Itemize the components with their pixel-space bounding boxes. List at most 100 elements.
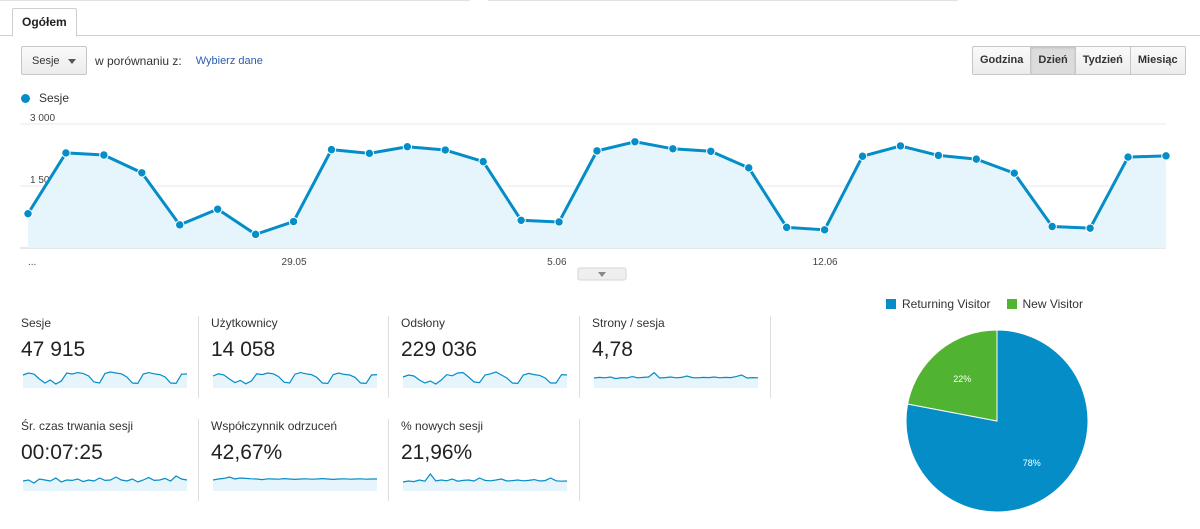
data-point[interactable]: [819, 225, 830, 235]
metric-sparkline: [593, 371, 759, 388]
data-point[interactable]: [1161, 151, 1171, 161]
caret-down-icon: [68, 59, 76, 64]
returning-visitor-swatch-icon: [886, 299, 896, 309]
x-tick-label: 29.05: [282, 257, 307, 268]
pie-slice[interactable]: [907, 329, 998, 422]
metric-card[interactable]: Strony / sesja 4,78: [592, 312, 772, 398]
data-point[interactable]: [744, 163, 754, 173]
sparkline-area: [23, 372, 187, 388]
pie-slice-label: 78%: [1023, 458, 1041, 468]
data-point[interactable]: [478, 156, 488, 167]
compare-label: w porównaniu z:: [95, 53, 182, 68]
data-point[interactable]: [971, 154, 982, 164]
data-point[interactable]: [1047, 221, 1057, 232]
metric-sparkline: [212, 476, 377, 491]
metric-value: 42,67%: [211, 441, 283, 464]
sparkline-area: [213, 372, 377, 388]
metric-value: 229 036: [401, 338, 477, 361]
data-point[interactable]: [554, 217, 564, 227]
sparkline-line: [22, 475, 188, 484]
data-point[interactable]: [326, 144, 337, 155]
data-point[interactable]: [933, 150, 944, 161]
metric-label: Sesje: [21, 316, 52, 330]
period-month-button[interactable]: Miesiąc: [1129, 47, 1185, 74]
chart-legend: Sesje: [21, 91, 69, 105]
metric-value: 21,96%: [401, 441, 473, 464]
metric-value: 14 058: [211, 338, 276, 361]
sparkline-area: [213, 477, 377, 491]
data-point[interactable]: [516, 215, 526, 226]
data-point[interactable]: [1085, 223, 1095, 233]
metric-label: Strony / sesja: [592, 316, 665, 330]
data-point[interactable]: [668, 144, 678, 154]
x-tick-label: 12.06: [813, 257, 838, 268]
period-week-button[interactable]: Tydzień: [1074, 47, 1130, 74]
data-point[interactable]: [630, 137, 640, 147]
tab-bar: Ogółem: [0, 0, 1200, 37]
data-point[interactable]: [175, 220, 185, 230]
metric-sparkline: [212, 371, 378, 388]
data-point[interactable]: [440, 145, 450, 155]
legend-returning-visitor: Returning Visitor: [902, 297, 991, 311]
data-point[interactable]: [706, 146, 716, 156]
data-point[interactable]: [1123, 152, 1133, 162]
metric-card[interactable]: Odsłony 229 036: [401, 312, 581, 398]
metric-label: Współczynnik odrzuceń: [211, 419, 338, 433]
pie-slice[interactable]: [905, 329, 1089, 513]
series-area: [28, 141, 1166, 248]
metric-separator: [388, 316, 389, 398]
data-point[interactable]: [250, 229, 261, 240]
metric-sparkline: [22, 475, 188, 491]
metric-controls: Sesje w porównaniu z: Wybierz dane: [21, 46, 263, 75]
metric-separator: [579, 316, 580, 398]
x-tick-label: ...: [28, 257, 36, 268]
sparkline-line: [22, 371, 188, 385]
data-point[interactable]: [781, 222, 792, 233]
sessions-chart: 3 000 1 500... 29.05 5.06 12.06: [20, 113, 1171, 281]
metric-card[interactable]: Użytkownicy 14 058: [211, 312, 391, 398]
data-point[interactable]: [61, 148, 71, 158]
metric-label: Użytkownicy: [211, 316, 278, 330]
data-point[interactable]: [857, 151, 868, 161]
x-tick-label: 5.06: [547, 257, 567, 268]
legend-series-name: Sesje: [39, 91, 70, 105]
data-point[interactable]: [1009, 168, 1019, 178]
sparkline-line: [402, 371, 568, 385]
period-day-button[interactable]: Dzień: [1030, 47, 1075, 74]
metric-card[interactable]: Śr. czas trwania sesji 00:07:25: [21, 415, 201, 501]
pie-legend: Returning Visitor New Visitor: [886, 297, 1083, 311]
data-point[interactable]: [99, 150, 109, 160]
metric-dropdown-label: Sesje: [32, 54, 60, 67]
data-point[interactable]: [895, 141, 906, 151]
metric-value: 47 915: [21, 338, 86, 361]
y-tick-label: 1 500: [30, 175, 55, 186]
sparkline-area: [594, 372, 758, 388]
visitor-type-pie-chart: 78% 22%: [905, 329, 1089, 513]
data-point[interactable]: [364, 148, 375, 159]
new-visitor-swatch-icon: [1006, 299, 1017, 309]
tab-overview[interactable]: Ogółem: [12, 8, 77, 37]
tab-bar-top-line: [488, 0, 958, 1]
metric-value: 4,78: [592, 338, 633, 361]
metric-separator: [579, 419, 580, 501]
data-point[interactable]: [592, 146, 602, 156]
data-point[interactable]: [288, 216, 299, 227]
metric-card[interactable]: % nowych sesji 21,96%: [401, 415, 581, 501]
select-compare-metric-link[interactable]: Wybierz dane: [195, 54, 263, 67]
sparkline-area: [23, 476, 187, 491]
period-hour-button[interactable]: Godzina: [973, 47, 1031, 74]
metric-sparkline: [22, 371, 188, 388]
period-toggle: Godzina Dzień Tydzień Miesiąc: [972, 46, 1186, 75]
sparkline-line: [212, 476, 377, 481]
data-point[interactable]: [402, 142, 413, 152]
data-point[interactable]: [212, 204, 223, 214]
legend-dot-icon: [21, 93, 30, 103]
data-point[interactable]: [137, 168, 147, 178]
metric-dropdown[interactable]: Sesje: [21, 46, 87, 75]
metric-card[interactable]: Współczynnik odrzuceń 42,67%: [211, 415, 391, 501]
sparkline-area: [403, 372, 567, 388]
metric-separator: [198, 316, 199, 398]
metric-card[interactable]: Sesje 47 915: [21, 312, 201, 398]
sparkline-line: [593, 371, 759, 380]
data-point[interactable]: [23, 208, 33, 219]
